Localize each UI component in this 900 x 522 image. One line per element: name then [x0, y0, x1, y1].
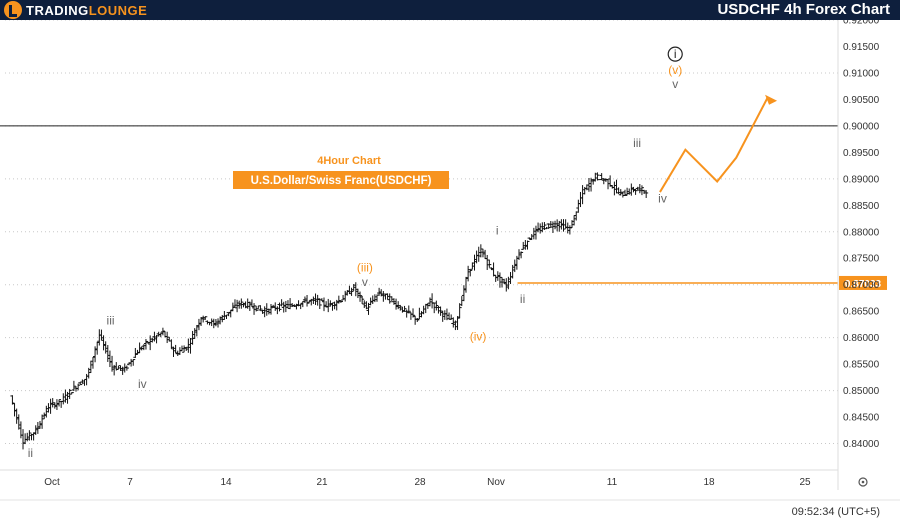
x-tick-label: 21 — [316, 477, 328, 488]
y-tick-label: 0.90500 — [843, 95, 880, 106]
y-tick-label: 0.84500 — [843, 413, 880, 424]
x-tick-label: Oct — [44, 477, 60, 488]
circled-wave-marker — [667, 46, 683, 62]
y-tick-label: 0.86000 — [843, 333, 880, 344]
settings-gear-icon — [858, 477, 868, 487]
x-tick-label: 28 — [414, 477, 426, 488]
chart-title: 4Hour Chart — [317, 155, 381, 167]
x-tick-label: 11 — [607, 477, 618, 488]
reference-lines: 0.87033 — [0, 125, 887, 290]
settings-gear-icon-center — [861, 480, 865, 484]
brand-name: TRADINGLOUNGE — [26, 3, 147, 18]
wave-label: (iv) — [470, 329, 487, 343]
wave-label: ii — [28, 446, 33, 460]
y-tick-label: 0.88000 — [843, 227, 880, 238]
annotations: 4Hour Chart U.S.Dollar/Swiss Franc(USDCH… — [233, 155, 449, 189]
grid — [5, 19, 838, 445]
y-tick-label: 0.88500 — [843, 201, 880, 212]
y-tick-label: 0.85000 — [843, 386, 880, 397]
y-tick-label: 0.92000 — [843, 16, 880, 27]
x-tick-label: 18 — [703, 477, 715, 488]
trend-arrow-icon — [4, 1, 22, 19]
time-readout: 09:52:34 (UTC+5) — [791, 506, 880, 518]
page-title: USDCHF 4h Forex Chart — [717, 1, 890, 18]
support-price-label: 0.87033 — [845, 279, 882, 290]
projection — [659, 94, 778, 193]
wave-label: (v) — [668, 63, 682, 77]
x-tick-label: 7 — [127, 477, 133, 488]
projection-path — [659, 96, 769, 193]
y-tick-label: 0.85500 — [843, 360, 880, 371]
axes: 0.84000 0.84500 0.85000 0.85500 0.86000 0.865… — [0, 16, 900, 501]
header-bar: TRADINGLOUNGE USDCHF 4h Forex Chart — [0, 0, 900, 20]
wave-label: iv — [138, 377, 147, 391]
y-tick-label: 0.89000 — [843, 174, 880, 185]
y-tick-label: 0.91500 — [843, 42, 880, 53]
wave-label: v — [362, 275, 368, 289]
x-tick-label: 14 — [220, 477, 232, 488]
x-tick-label: 25 — [799, 477, 811, 488]
wave-label: (iii) — [357, 260, 373, 274]
wave-label: iv — [658, 192, 667, 206]
y-tick-label: 0.89500 — [843, 148, 880, 159]
circled-wave-label: i — [674, 47, 677, 61]
wave-label: iii — [107, 313, 115, 327]
support-price-badge — [839, 275, 887, 290]
brand-part-2: LOUNGE — [88, 2, 148, 18]
projection-arrowhead — [765, 94, 778, 105]
y-tick-label: 0.87500 — [843, 254, 880, 265]
price-bars — [10, 172, 649, 450]
y-tick-label: 0.90000 — [843, 121, 880, 132]
wave-label: i — [496, 223, 499, 237]
y-tick-label: 0.87000 — [843, 280, 880, 291]
y-tick-label: 0.86500 — [843, 307, 880, 318]
x-tick-label: Nov — [487, 477, 505, 488]
y-tick-label: 0.91000 — [843, 68, 880, 79]
brand-part-1: TRADING — [26, 2, 89, 18]
wave-label: v — [672, 77, 678, 91]
logo: TRADINGLOUNGE — [4, 1, 147, 19]
chart-subtitle: U.S.Dollar/Swiss Franc(USDCHF) — [251, 175, 432, 187]
wave-label: ii — [520, 292, 525, 306]
y-tick-label: 0.84000 — [843, 439, 880, 450]
wave-label: iii — [633, 136, 641, 150]
subtitle-box — [233, 171, 449, 189]
